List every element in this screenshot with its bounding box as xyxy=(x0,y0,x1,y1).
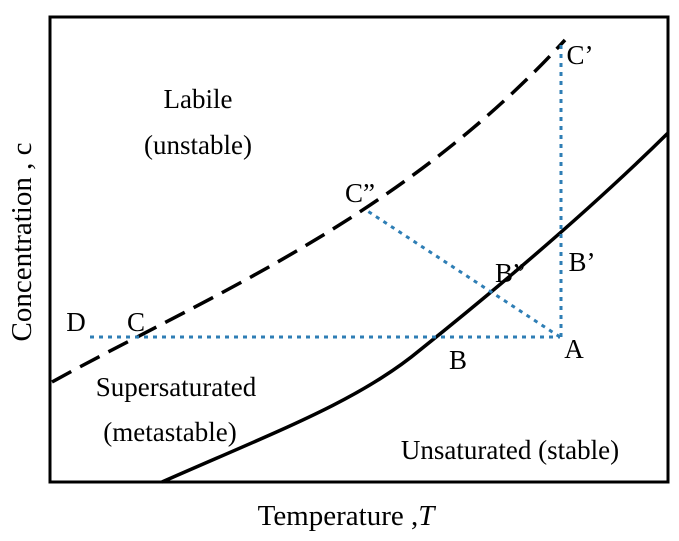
point-label-d: D xyxy=(66,307,86,337)
point-label-a: A xyxy=(564,334,584,364)
x-axis-label: Temperature ,T xyxy=(258,500,437,532)
point-label-b: B xyxy=(449,345,467,375)
supersolubility-curve xyxy=(51,38,567,384)
labile-region-sublabel: (unstable) xyxy=(144,130,252,160)
solubility-curve xyxy=(161,131,670,484)
point-label-c: C xyxy=(127,307,145,337)
y-axis-label: Concentration , c xyxy=(6,143,38,342)
supersaturated-region-sublabel: (metastable) xyxy=(103,417,236,447)
unsaturated-region-label: Unsaturated (stable) xyxy=(401,435,619,465)
point-label-b-prime: B’ xyxy=(569,247,596,277)
path-a-to-c-double xyxy=(365,208,561,339)
crystallization-paths xyxy=(90,45,563,339)
point-label-c-prime: C’ xyxy=(567,40,594,70)
point-label-c-double-prime: C” xyxy=(345,178,375,208)
plot-frame xyxy=(48,15,670,484)
supersaturated-region-label: Supersaturated xyxy=(96,372,257,402)
labile-region-label: Labile xyxy=(164,84,233,114)
point-label-b-double-prime: B” xyxy=(495,258,525,288)
